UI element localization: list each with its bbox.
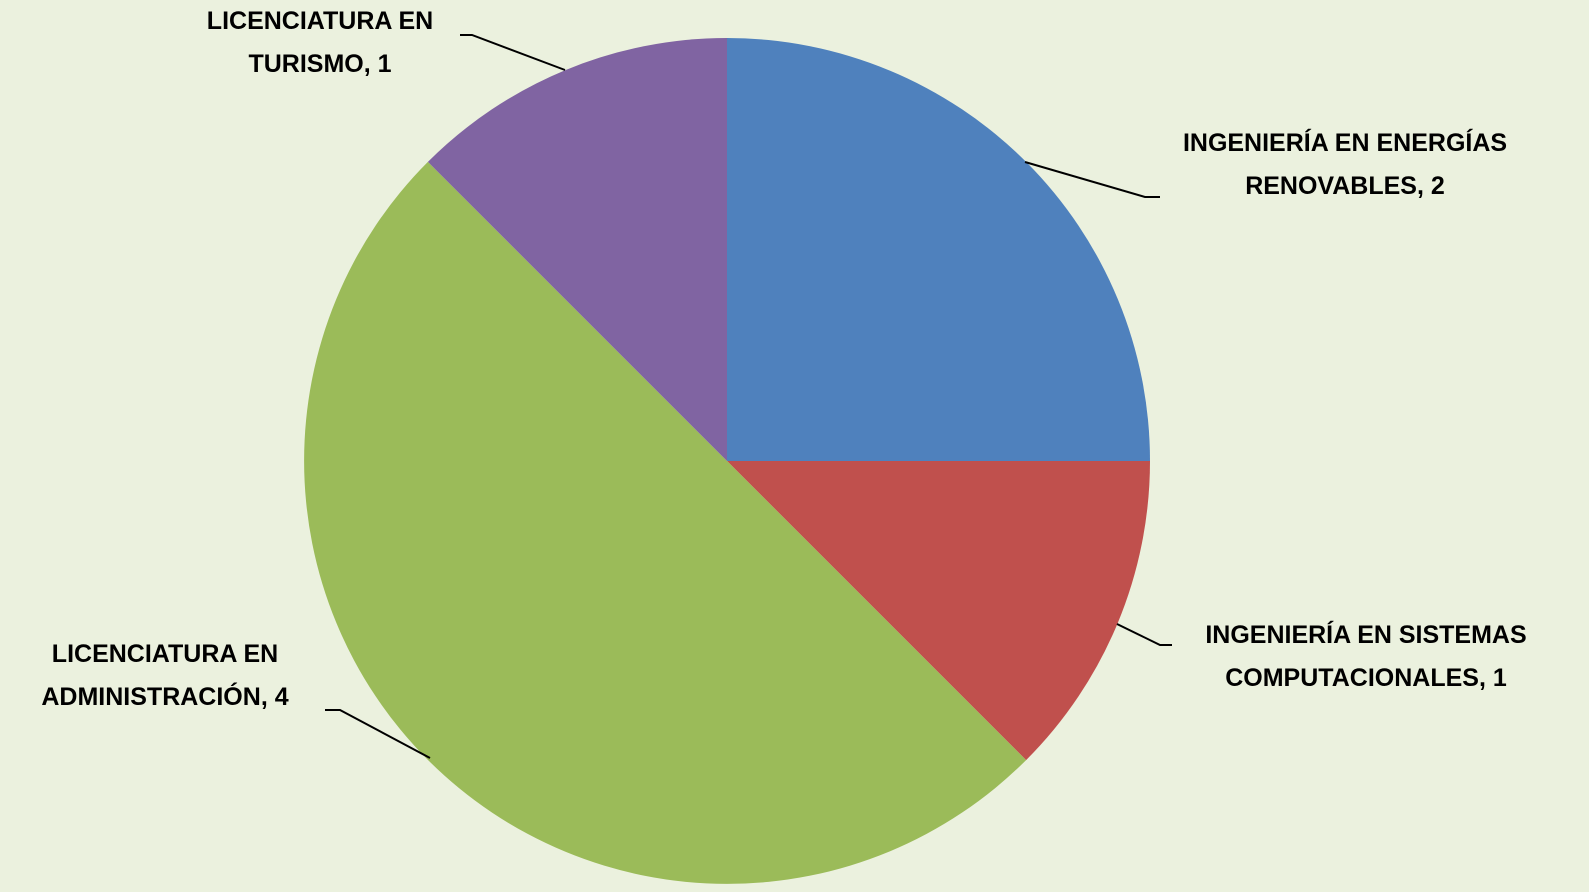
leader-line [1024,161,1160,198]
category-name: INGENIERÍA EN ENERGÍAS RENOVABLES [1182,129,1508,200]
leader-line [1116,623,1172,646]
category-name: LICENCIATURA EN TURISMO [206,7,434,78]
data-label: INGENIERÍA EN SISTEMAS COMPUTACIONALES1 [1166,614,1566,700]
leader-line [460,34,566,71]
pie-slice [727,38,1150,461]
data-label: INGENIERÍA EN ENERGÍAS RENOVABLES2 [1165,122,1525,208]
value-label: 2 [1417,172,1445,200]
leader-line [325,709,431,759]
data-label: LICENCIATURA EN ADMINISTRACIÓN4 [10,633,320,719]
data-label: LICENCIATURA EN TURISMO1 [180,0,460,86]
pie-slice [304,161,1027,884]
value-label: 1 [1479,664,1507,692]
category-name: INGENIERÍA EN SISTEMAS COMPUTACIONALES [1205,621,1527,692]
pie-slice [427,38,727,461]
pie-slice [727,461,1150,761]
value-label: 4 [261,683,289,711]
value-label: 1 [364,50,392,78]
category-name: LICENCIATURA EN ADMINISTRACIÓN [41,640,279,711]
